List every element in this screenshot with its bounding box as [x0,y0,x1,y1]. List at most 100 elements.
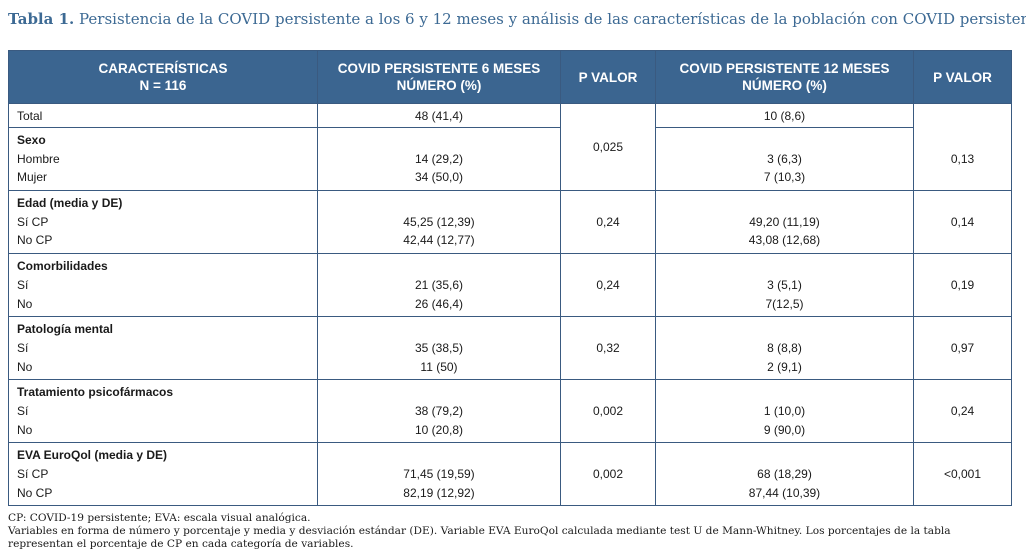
section-title: Comorbilidades [17,259,108,274]
caption-label: Tabla 1. [8,10,75,28]
table-footnotes: CP: COVID-19 persistente; EVA: escala vi… [8,512,1018,551]
table-row-group: Tratamiento psicofármacos Sí No 38 (79,2) 10… [8,379,1012,444]
p-valor-6-meses: 0,24 [560,190,656,255]
subrow-label: Mujer [17,170,48,185]
table-row-group: Comorbilidades Sí No 21 (35,6) 26 (46,4) 0,24… [8,253,1012,318]
section-title: Sexo [17,133,46,147]
subrow-value-6-meses: 21 (35,6) [414,277,464,292]
p-valor-12-meses: 0,14 [913,190,1012,255]
subrow-value-6-meses: 14 (29,2) [414,151,464,166]
subrow-value-6-meses: 26 (46,4) [414,296,464,311]
p-valor-12-meses: <0,001 [913,442,1012,507]
subrow-value-12-meses: 7 (10,3) [763,170,806,185]
section-title: EVA EuroQol (media y DE) [17,448,168,463]
caption-text: Persistencia de la COVID persistente a l… [79,10,1026,28]
group-values-12-meses: 8 (8,8) 2 (9,1) [655,316,914,381]
group-values-12-meses: 68 (18,29) 87,44 (10,39) [655,442,914,507]
group-labels: Comorbilidades Sí No [8,253,318,318]
group-values-6-meses: 38 (79,2) 10 (20,8) [317,379,561,444]
group-values-12-meses: 3 (6,3) 7 (10,3) [655,126,914,192]
cell-6-meses: 48 (41,4) [317,103,561,128]
subrow-label: Hombre [17,151,60,166]
table-row-group: Sexo Hombre Mujer 14 (29,2) 34 (50,0) 3 (6,3)… [8,126,1012,192]
group-labels: Sexo Hombre Mujer [8,126,318,192]
p-valor-6-meses: 0,002 [560,442,656,507]
header-covid-12-meses: COVID PERSISTENTE 12 MESES NÚMERO (%) [655,50,914,104]
subrow-value-12-meses: 8 (8,8) [767,340,802,355]
p-valor-6-meses: 0,025 [560,102,656,192]
header-p-valor-6: P VALOR [560,50,656,104]
table-row-group: EVA EuroQol (media y DE) Sí CP No CP 71,45 … [8,442,1012,507]
subrow-value-12-meses: 3 (6,3) [767,151,802,166]
group-values-6-meses: 35 (38,5) 11 (50) [317,316,561,381]
subrow-label: No CP [17,485,53,500]
row-label: Total [8,103,318,128]
subrow-value-12-meses: 7(12,5) [765,296,804,311]
p-valor-6-meses: 0,002 [560,379,656,444]
subrow-value-6-meses: 82,19 (12,92) [403,485,475,500]
group-values-6-meses: 45,25 (12,39) 42,44 (12,77) [317,190,561,255]
subrow-value-6-meses: 71,45 (19,59) [403,467,475,481]
group-labels: Patología mental Sí No [8,316,318,381]
group-labels: EVA EuroQol (media y DE) Sí CP No CP [8,442,318,507]
subrow-label: No CP [17,233,53,248]
subrow-value-12-meses: 43,08 (12,68) [748,233,821,248]
footnote-line: representan el porcentaje de CP en cada … [8,538,354,550]
results-table: CARACTERÍSTICAS N = 116 COVID PERSISTENT… [8,50,1012,507]
p-valor-12-meses: 0,13 [913,127,1012,192]
spacer [656,383,913,402]
subrow-value-12-meses: 9 (90,0) [763,422,806,437]
subrow-label: No [17,296,33,311]
subrow-value-12-meses: 3 (5,1) [767,277,802,292]
header-p-valor-12: P VALOR [913,50,1012,104]
subrow-value-12-meses: 1 (10,0) [763,403,806,418]
subrow-value-12-meses: 87,44 (10,39) [748,485,821,500]
subrow-label: Sí CP [17,467,49,481]
table-row-group: Patología mental Sí No 35 (38,5) 11 (50) 0,32… [8,316,1012,381]
group-values-6-meses: 21 (35,6) 26 (46,4) [317,253,561,318]
cell-p-valor-12 [913,103,1012,128]
table-row-group: Edad (media y DE) Sí CP No CP 45,25 (12,39)… [8,190,1012,255]
spacer [318,383,560,402]
group-values-6-meses: 71,45 (19,59) 82,19 (12,92) [317,442,561,507]
subrow-value-6-meses: 11 (50) [420,359,458,374]
group-labels: Tratamiento psicofármacos Sí No [8,379,318,444]
p-valor-12-meses: 0,24 [913,379,1012,444]
subrow-label: Sí [17,340,29,355]
group-values-6-meses: 14 (29,2) 34 (50,0) [317,126,561,192]
group-values-12-meses: 1 (10,0) 9 (90,0) [655,379,914,444]
subrow-label: No [17,422,33,437]
p-valor-12-meses: 0,97 [913,316,1012,381]
table-row-total: Total 48 (41,4) 0,025 10 (8,6) [8,102,1012,192]
subrow-value-6-meses: 45,25 (12,39) [403,214,475,229]
subrow-value-12-meses: 49,20 (11,19) [749,214,820,229]
header-row: CARACTERÍSTICAS N = 116 COVID PERSISTENT… [8,50,1012,104]
p-valor-12-meses: 0,19 [913,253,1012,318]
group-labels: Edad (media y DE) Sí CP No CP [8,190,318,255]
spacer [656,257,913,276]
spacer [318,320,560,339]
table-caption: Tabla 1. Persistencia de la COVID persis… [8,10,1026,28]
subrow-value-6-meses: 38 (79,2) [414,403,464,418]
subrow-value-6-meses: 10 (20,8) [414,422,464,437]
footnote-line: CP: COVID-19 persistente; EVA: escala vi… [8,512,311,524]
subrow-value-12-meses: 68 (18,29) [757,467,812,481]
spacer [318,131,560,150]
subrow-value-6-meses: 34 (50,0) [414,170,464,185]
subrow-value-6-meses: 42,44 (12,77) [403,233,475,248]
spacer [656,320,913,339]
header-caracteristicas: CARACTERÍSTICAS N = 116 [8,50,318,104]
spacer [318,194,560,213]
subrow-label: No [17,359,33,374]
spacer [656,131,913,150]
header-covid-6-meses: COVID PERSISTENTE 6 MESES NÚMERO (%) [317,50,561,104]
spacer [318,446,560,465]
spacer [318,257,560,276]
section-title: Edad (media y DE) [17,196,123,211]
p-valor-6-meses: 0,24 [560,253,656,318]
subrow-label: Sí CP [17,214,49,229]
section-title: Patología mental [17,322,114,337]
subrow-value-6-meses: 35 (38,5) [414,340,464,355]
subrow-label: Sí [17,277,29,292]
group-values-12-meses: 49,20 (11,19) 43,08 (12,68) [655,190,914,255]
